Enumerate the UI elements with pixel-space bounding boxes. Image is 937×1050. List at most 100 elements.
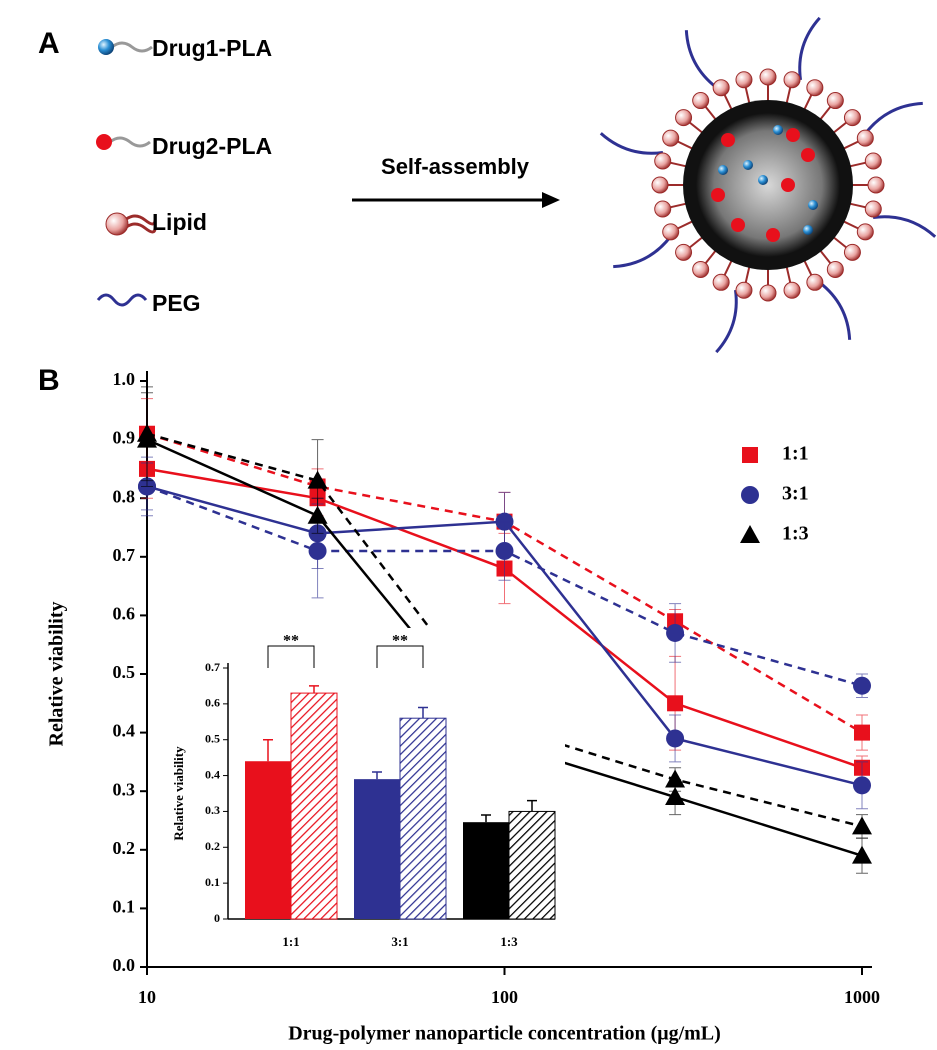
lipid-tail <box>703 104 717 120</box>
lipid-head <box>654 200 672 218</box>
peg-chain <box>613 235 672 269</box>
lipid-head <box>712 273 730 291</box>
marker <box>307 470 328 489</box>
y-tick-label: 0 <box>214 911 220 925</box>
icon <box>96 293 148 307</box>
legend-item: Drug2-PLA <box>152 133 272 159</box>
lipid-head <box>735 71 753 89</box>
lipid-head <box>759 284 777 302</box>
arrow-label: Self-assembly <box>381 154 530 179</box>
error-bar <box>263 738 273 762</box>
lipid-tail <box>785 266 792 285</box>
marker <box>495 541 514 560</box>
error-bar <box>309 685 319 694</box>
bracket <box>267 645 315 668</box>
lipid-tail <box>849 161 868 168</box>
bracket <box>376 645 424 668</box>
lipid-tail <box>687 120 703 134</box>
bar <box>399 717 447 920</box>
lipid-head <box>783 71 801 89</box>
marker <box>853 676 871 695</box>
y-tick-label: 0.1 <box>205 875 220 889</box>
marker <box>853 776 871 795</box>
peg-chain <box>864 101 923 135</box>
lipid-head <box>864 200 882 218</box>
marker <box>740 525 760 543</box>
lipid-tail <box>744 85 751 104</box>
annotation: ** <box>283 633 299 650</box>
lipid-tail <box>703 250 717 266</box>
drug1 <box>808 200 818 210</box>
drug1 <box>718 165 728 175</box>
lipid-head <box>712 79 730 97</box>
lipid-tail <box>687 236 703 250</box>
lipid-head <box>651 176 669 194</box>
lipid-head <box>675 243 693 261</box>
annotation: ** <box>392 633 408 650</box>
y-tick-label: 0.1 <box>113 897 136 917</box>
lipid-head <box>856 129 874 147</box>
drug2 <box>731 218 745 232</box>
lipid-tail <box>843 139 861 150</box>
lipid-head <box>675 109 693 127</box>
drug2 <box>786 128 800 142</box>
drug1 <box>743 160 753 170</box>
x-axis-title: Drug-polymer nanoparticle concentration … <box>288 1023 721 1045</box>
drug1 <box>803 225 813 235</box>
lipid-tail <box>722 260 733 278</box>
x-tick-label: 10 <box>138 987 156 1007</box>
marker <box>667 695 684 712</box>
y-tick-label: 0.4 <box>113 721 136 741</box>
error-bar <box>418 706 428 719</box>
y-tick-label: 0.2 <box>113 838 136 858</box>
x-tick-label: 1000 <box>844 987 880 1007</box>
lipid-head <box>692 260 710 278</box>
lipid-tail <box>849 202 868 209</box>
lipid-head <box>856 223 874 241</box>
lipid-tail <box>803 92 814 110</box>
marker <box>852 816 872 835</box>
arrow-head <box>542 192 560 208</box>
legend-label: 3:1 <box>782 483 809 505</box>
icon <box>124 214 157 234</box>
lipid-head <box>806 79 824 97</box>
y-tick-label: 0.2 <box>205 839 220 853</box>
lipid-head <box>864 152 882 170</box>
marker <box>666 623 685 642</box>
drug1 <box>773 125 783 135</box>
drug2 <box>721 133 735 147</box>
y-axis-title: Relative viability <box>171 746 186 841</box>
legend-label: 1:1 <box>782 443 809 465</box>
lipid-head <box>843 109 861 127</box>
lipid-tail <box>833 236 849 250</box>
y-tick-label: 0.9 <box>113 428 136 448</box>
x-tick-label: 1:1 <box>282 934 299 949</box>
core-inner <box>696 113 840 257</box>
icon <box>105 212 129 236</box>
lipid-tail <box>843 220 861 231</box>
y-tick-label: 0.4 <box>205 767 220 781</box>
y-tick-label: 0.0 <box>113 955 136 975</box>
y-tick-label: 0.5 <box>205 731 220 745</box>
marker <box>666 729 685 748</box>
nanoparticle <box>599 16 937 354</box>
y-tick-label: 0.5 <box>113 662 136 682</box>
lipid-head <box>783 281 801 299</box>
lipid-head <box>806 273 824 291</box>
lipid-head <box>843 243 861 261</box>
marker <box>665 787 686 806</box>
legend-item: PEG <box>152 290 201 316</box>
icon <box>109 136 151 148</box>
marker <box>137 423 157 442</box>
icon <box>98 39 114 55</box>
peg-chain <box>599 132 664 155</box>
bar <box>354 779 400 919</box>
x-tick-label: 100 <box>491 987 518 1007</box>
marker <box>741 486 759 504</box>
lipid-head <box>826 92 844 110</box>
marker <box>854 724 870 741</box>
legend-item: Lipid <box>152 209 207 235</box>
panel-label: A <box>38 27 60 60</box>
lipid-tail <box>675 139 693 150</box>
